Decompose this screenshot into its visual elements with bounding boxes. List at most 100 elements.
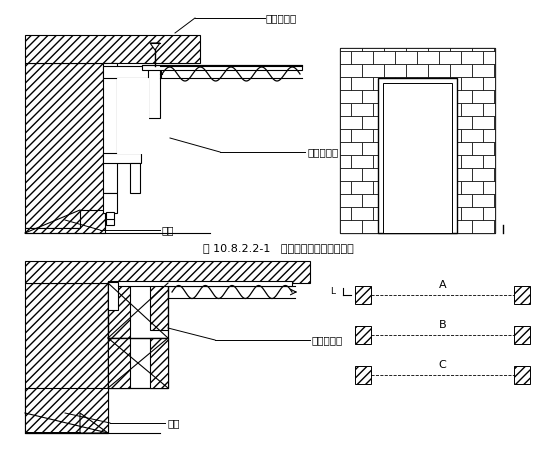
Text: 打钉拉铁皮: 打钉拉铁皮 [265, 13, 296, 23]
Bar [472, 64, 494, 77]
Bar [428, 220, 450, 233]
Bar [340, 48, 495, 233]
Bar [142, 65, 302, 70]
Bar [340, 51, 351, 64]
Text: 防火木门框: 防火木门框 [312, 335, 343, 345]
Bar [472, 90, 494, 103]
Bar [406, 64, 428, 77]
Bar [483, 77, 495, 90]
Polygon shape [25, 388, 108, 433]
Bar [362, 194, 384, 207]
Bar [351, 103, 373, 116]
Bar [461, 155, 483, 168]
Bar [514, 326, 530, 344]
Bar [417, 103, 439, 116]
Bar [148, 66, 160, 118]
Bar [108, 283, 168, 338]
Bar [439, 155, 461, 168]
Bar [461, 207, 483, 220]
Bar [340, 155, 351, 168]
Bar [340, 220, 362, 233]
Bar [494, 48, 495, 51]
Bar [483, 103, 495, 116]
Bar [472, 194, 494, 207]
Bar [494, 220, 495, 233]
Bar [395, 103, 417, 116]
Text: 钢防火门框: 钢防火门框 [307, 147, 338, 157]
Bar [103, 66, 161, 78]
Bar [450, 142, 472, 155]
Bar [25, 261, 310, 283]
Bar [439, 181, 461, 194]
Bar [450, 194, 472, 207]
Bar [406, 194, 428, 207]
Bar [450, 48, 472, 51]
Bar [362, 48, 384, 51]
Bar [494, 90, 495, 103]
Bar [417, 129, 439, 142]
Bar [428, 48, 450, 51]
Polygon shape [25, 283, 108, 433]
Bar [340, 90, 362, 103]
Bar [108, 338, 130, 388]
Bar [483, 51, 495, 64]
Bar [472, 142, 494, 155]
Bar [395, 207, 417, 220]
Bar [395, 155, 417, 168]
Bar [439, 77, 461, 90]
Bar [340, 168, 362, 181]
Bar [340, 77, 351, 90]
Bar [472, 116, 494, 129]
Bar [351, 129, 373, 142]
Bar [103, 63, 117, 193]
Bar [494, 194, 495, 207]
Bar [483, 207, 495, 220]
Text: 图 10.8.2.2-1   钢木质防火门结构安装图: 图 10.8.2.2-1 钢木质防火门结构安装图 [203, 243, 353, 253]
Bar [103, 153, 141, 163]
Bar [355, 326, 371, 344]
Polygon shape [25, 413, 108, 433]
Bar [450, 168, 472, 181]
Bar [417, 155, 439, 168]
Bar [461, 103, 483, 116]
Bar [406, 168, 428, 181]
Bar [472, 168, 494, 181]
Bar [355, 366, 371, 384]
Bar [340, 116, 362, 129]
Bar [108, 283, 130, 338]
Bar [494, 142, 495, 155]
Bar [417, 51, 439, 64]
Bar [461, 77, 483, 90]
Bar [384, 220, 406, 233]
Bar [483, 129, 495, 142]
Bar [428, 64, 450, 77]
Bar [494, 64, 495, 77]
Bar [439, 51, 461, 64]
Polygon shape [150, 43, 160, 50]
Bar [362, 116, 384, 129]
Bar [417, 207, 439, 220]
Bar [351, 207, 373, 220]
Bar [395, 129, 417, 142]
Bar [340, 181, 351, 194]
Bar [384, 90, 406, 103]
Bar [351, 155, 373, 168]
Bar [395, 181, 417, 194]
Bar [150, 338, 168, 388]
Bar [373, 181, 395, 194]
Bar [106, 212, 114, 220]
Text: 墙体: 墙体 [167, 418, 179, 428]
Bar [103, 193, 117, 213]
Bar [406, 90, 428, 103]
Bar [373, 51, 395, 64]
Bar [406, 220, 428, 233]
Bar [472, 48, 494, 51]
Bar [494, 168, 495, 181]
Bar [428, 90, 450, 103]
Bar [450, 220, 472, 233]
Bar [384, 142, 406, 155]
Bar [514, 286, 530, 304]
Polygon shape [25, 63, 105, 228]
Bar [439, 129, 461, 142]
Bar [340, 103, 351, 116]
